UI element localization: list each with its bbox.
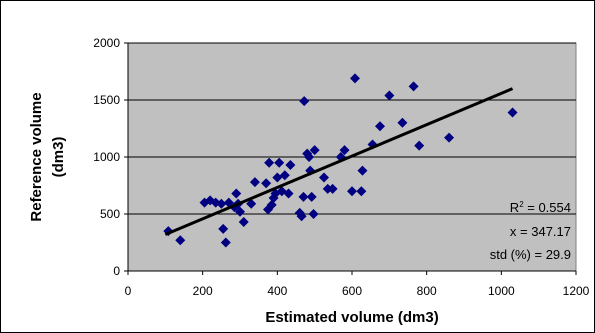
data-point-10 — [231, 188, 242, 199]
data-point-40 — [327, 183, 338, 194]
data-point-1 — [175, 235, 186, 246]
x-axis-label: Estimated volume (dm3) — [265, 309, 438, 326]
data-point-48 — [375, 121, 385, 132]
data-point-33 — [304, 152, 315, 162]
data-point-46 — [357, 165, 368, 176]
data-point-53 — [444, 132, 455, 143]
data-point-50 — [397, 117, 408, 128]
x-tick-label: 200 — [193, 284, 213, 298]
data-point-12 — [235, 206, 245, 217]
data-point-37 — [309, 145, 320, 156]
data-point-8 — [223, 197, 234, 208]
data-point-54 — [507, 107, 518, 118]
data-point-44 — [349, 73, 360, 84]
y-tick-label: 2000 — [93, 36, 120, 50]
data-point-7 — [220, 237, 231, 248]
y-tick-label: 1500 — [93, 93, 120, 107]
data-point-51 — [408, 81, 419, 92]
x-tick-label: 1200 — [563, 284, 590, 298]
x-tick-label: 1000 — [488, 284, 515, 298]
x-tick-label: 600 — [342, 284, 362, 298]
data-point-26 — [283, 188, 294, 199]
data-point-16 — [261, 178, 272, 189]
data-point-5 — [216, 198, 227, 209]
y-tick-label: 1000 — [93, 150, 120, 164]
data-point-15 — [249, 177, 260, 188]
data-point-30 — [298, 191, 309, 202]
data-point-14 — [246, 198, 257, 209]
data-point-49 — [384, 90, 395, 101]
data-point-25 — [279, 170, 290, 181]
data-point-52 — [414, 140, 425, 151]
x-tick-label: 400 — [267, 284, 287, 298]
x-tick-label: 800 — [417, 284, 437, 298]
y-axis-label-line2: (dm3) — [50, 137, 67, 178]
data-point-43 — [347, 186, 357, 197]
data-point-6 — [218, 223, 229, 234]
std-annotation: std (%) = 29.9 — [490, 247, 571, 262]
data-point-42 — [339, 145, 350, 156]
data-point-22 — [272, 172, 283, 183]
data-point-36 — [308, 209, 319, 219]
tick-labels: 0 500 1000 1500 2000 0 200 400 600 800 1000 1200 — [93, 36, 589, 298]
x-tick-label: 0 — [125, 284, 132, 298]
data-point-35 — [306, 191, 317, 202]
y-tick-label: 500 — [100, 207, 120, 221]
trend-line — [164, 87, 514, 236]
data-point-18 — [264, 157, 275, 168]
data-point-23 — [274, 157, 285, 168]
data-points — [163, 73, 518, 248]
x-mean-annotation: x = 347.17 — [510, 224, 571, 239]
data-point-29 — [296, 211, 307, 222]
data-point-31 — [299, 96, 310, 107]
r-squared-annotation: R2 = 0.554 — [510, 200, 571, 215]
data-point-13 — [238, 216, 249, 227]
data-point-27 — [285, 159, 296, 170]
data-point-45 — [356, 186, 367, 197]
y-tick-label: 0 — [113, 264, 120, 278]
y-axis-label-line1: Reference volume — [28, 92, 45, 221]
data-point-38 — [319, 172, 329, 183]
